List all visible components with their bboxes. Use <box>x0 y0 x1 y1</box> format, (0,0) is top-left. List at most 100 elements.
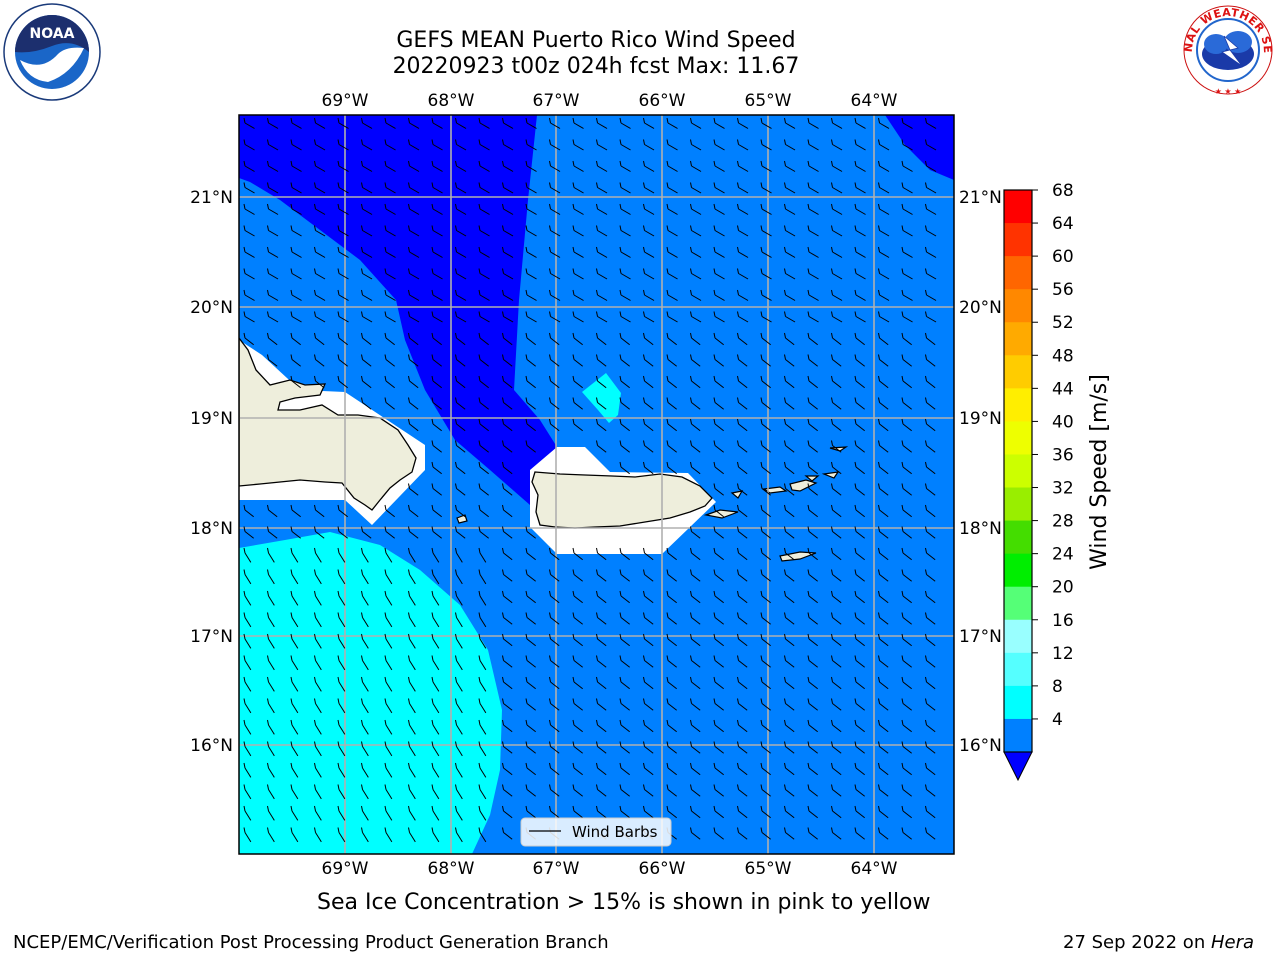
wind-barb <box>925 117 937 129</box>
wind-barb <box>361 526 372 539</box>
wind-barb <box>408 418 419 432</box>
wind-barb <box>666 311 678 323</box>
wind-barb <box>549 676 560 690</box>
wind-barb <box>431 741 440 757</box>
wind-barb <box>337 741 346 757</box>
wind-barb <box>666 418 677 432</box>
wind-barb <box>408 827 416 843</box>
wind-barb <box>784 762 795 776</box>
footer-date: 27 Sep 2022 on <box>1063 932 1211 953</box>
wind-barb <box>643 698 654 711</box>
wind-barb <box>431 612 440 628</box>
wind-barb <box>831 354 842 367</box>
wind-barb <box>502 461 513 475</box>
wind-barb <box>572 784 583 797</box>
wind-barb <box>831 311 843 323</box>
wind-barb <box>525 805 536 819</box>
wind-barb <box>525 182 537 194</box>
wind-barb <box>408 612 416 628</box>
wind-barb <box>431 160 443 172</box>
wind-barb <box>572 741 583 754</box>
wind-band-below-4 <box>239 115 557 505</box>
wind-barb <box>267 526 278 539</box>
wind-barb <box>925 612 936 625</box>
wind-barb <box>713 612 724 625</box>
wind-barb <box>760 375 771 389</box>
wind-barb <box>502 354 513 367</box>
wind-barb <box>619 784 630 797</box>
land-hispaniola <box>239 336 417 511</box>
wind-barb <box>478 827 487 843</box>
wind-barb <box>619 289 631 301</box>
colorbar-band <box>1004 652 1032 687</box>
wind-barb <box>690 784 701 797</box>
wind-barb <box>831 246 843 258</box>
wind-barb <box>878 569 889 582</box>
wind-barb <box>713 483 724 496</box>
wind-barb <box>901 655 912 668</box>
wind-barb <box>854 397 865 410</box>
wind-barb <box>878 612 889 625</box>
wind-barb <box>243 762 252 778</box>
wind-barb <box>478 418 489 432</box>
wind-barb <box>314 741 322 757</box>
wind-barb <box>502 397 513 410</box>
wind-barb <box>713 676 724 690</box>
wind-barb <box>502 332 513 346</box>
wind-barb <box>455 719 463 735</box>
wind-barb <box>314 246 326 258</box>
wind-barb <box>525 784 536 797</box>
wind-barb <box>455 354 466 367</box>
wind-barb <box>878 440 889 453</box>
lat-tick-right: 17°N <box>959 627 1002 647</box>
wind-barb <box>619 375 630 389</box>
wind-barb <box>596 655 607 668</box>
lat-tick-right: 20°N <box>959 298 1002 318</box>
wind-barb <box>925 246 937 258</box>
wind-barb <box>596 117 608 129</box>
wind-barb <box>361 827 369 843</box>
wind-barb <box>267 289 279 301</box>
wind-barb <box>314 612 322 628</box>
wind-barb <box>666 461 677 475</box>
wind-barb <box>831 805 842 819</box>
colorbar-band <box>1004 619 1032 654</box>
wind-barb <box>408 311 420 323</box>
wind-barb <box>361 203 373 215</box>
wind-barb <box>878 354 889 367</box>
wind-barb <box>572 375 583 389</box>
wind-barb <box>478 698 487 714</box>
wind-barb <box>549 182 561 194</box>
wind-barb <box>690 590 701 604</box>
wind-barb <box>901 461 912 475</box>
wind-barb <box>643 590 654 604</box>
wind-barb <box>455 160 467 172</box>
wind-barb <box>713 526 724 539</box>
wind-barb <box>314 268 326 280</box>
wind-barb <box>784 311 796 323</box>
wind-barb <box>361 590 369 606</box>
wind-barb <box>431 397 442 410</box>
wind-barb <box>384 246 396 258</box>
wind-barb <box>502 246 514 258</box>
wind-barb <box>878 504 889 518</box>
wind-barb <box>666 139 678 151</box>
wind-barb <box>666 633 677 647</box>
lon-tick-bottom: 69°W <box>322 859 369 879</box>
lon-labels-top: 69°W 68°W 67°W 66°W 65°W 64°W <box>322 91 898 111</box>
wind-barb <box>643 246 655 258</box>
wind-barb <box>784 332 795 346</box>
wind-barb <box>854 203 866 215</box>
wind-barb <box>596 569 607 582</box>
footer-right: 27 Sep 2022 on Hera <box>1063 932 1254 953</box>
wind-barb <box>572 633 583 647</box>
wind-barb <box>290 354 301 367</box>
wind-barb <box>408 160 420 172</box>
wind-barb <box>314 805 322 821</box>
wind-barb <box>619 139 631 151</box>
wind-barb <box>690 569 701 582</box>
wind-barb <box>478 117 490 129</box>
wind-barb <box>431 633 440 649</box>
colorbar-tick: 12 <box>1052 644 1074 664</box>
land-puerto-rico <box>531 471 713 529</box>
